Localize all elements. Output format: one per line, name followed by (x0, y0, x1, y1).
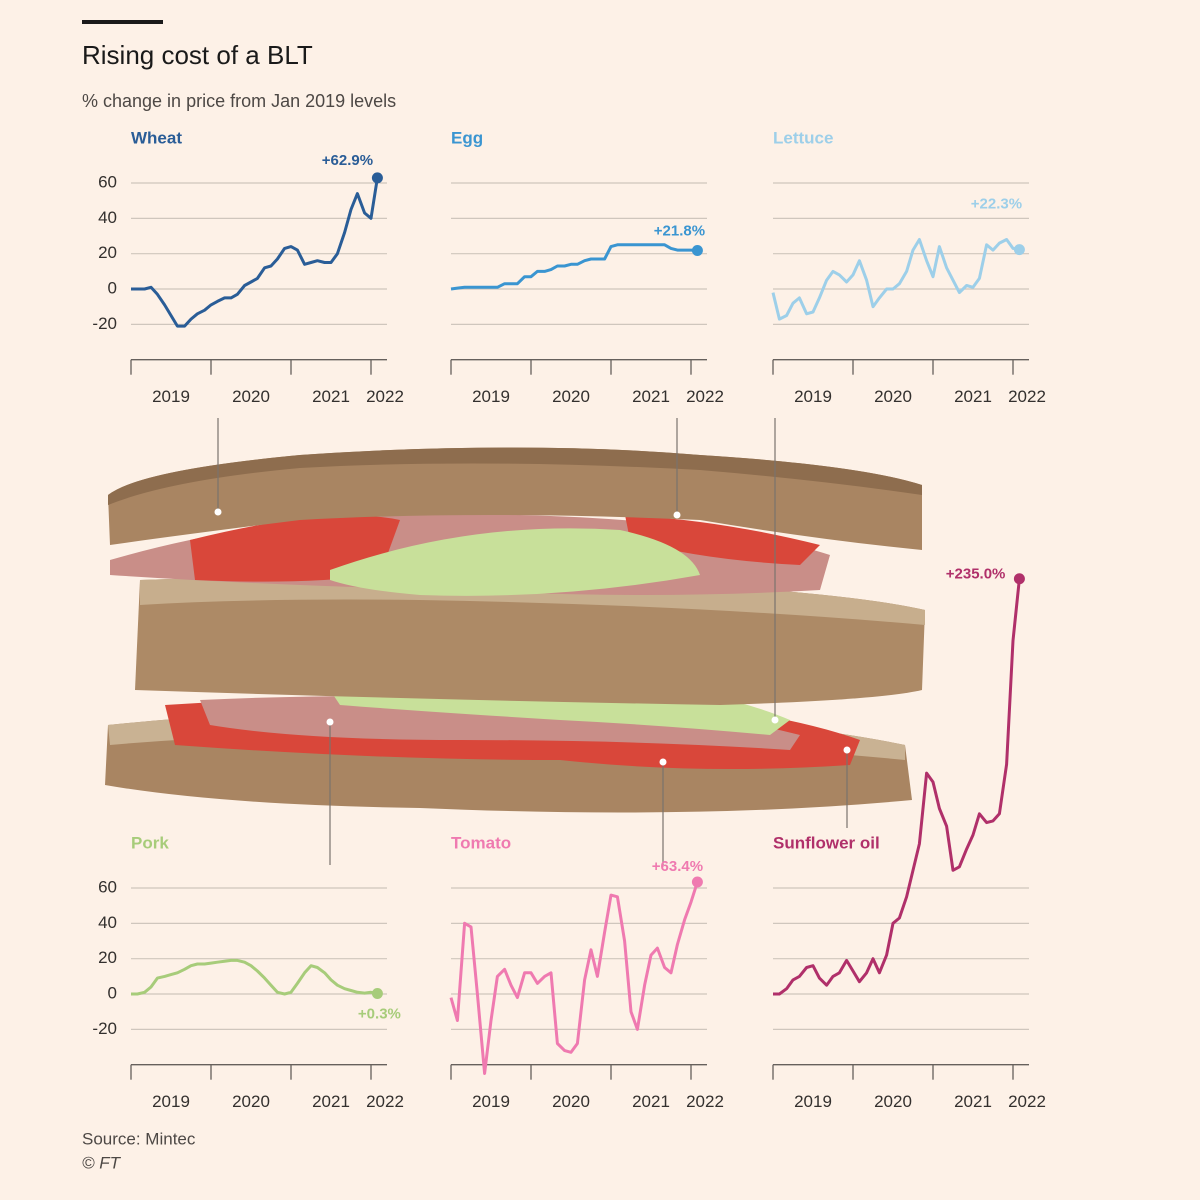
end-point (1013, 244, 1025, 256)
y-tick-label: 40 (98, 208, 117, 227)
x-tick-label: 2020 (552, 1092, 590, 1111)
leader-dot (214, 508, 222, 516)
lettuce-upper (330, 528, 700, 596)
leader-dot (659, 758, 667, 766)
line-series (131, 958, 378, 996)
y-tick-label: 60 (98, 877, 117, 896)
bread-crust (108, 447, 922, 505)
panel-title: Pork (131, 833, 169, 852)
x-tick-label: 2020 (232, 1092, 270, 1111)
panel: Sunflower oil 2019 2020 2021 2022 +235.0% (772, 566, 1046, 1111)
x-tick-label: 2020 (552, 387, 590, 406)
y-tick-label: -20 (92, 314, 117, 333)
panel: Pork 60 40 20 0 -20 2019 2020 2021 2022 +0.3% (92, 833, 403, 1111)
x-tick-label: 2019 (472, 1092, 510, 1111)
leader-dot (771, 716, 779, 724)
panel: Egg 2019 2020 2021 2022 +21.8% (450, 128, 724, 406)
line-series (131, 177, 379, 328)
end-label: +22.3% (971, 196, 1022, 213)
x-tick-label: 2020 (874, 1092, 912, 1111)
x-tick-label: 2019 (794, 1092, 832, 1111)
x-tick-label: 2022 (686, 387, 724, 406)
panel: Lettuce 2019 2020 2021 2022 +22.3% (771, 128, 1046, 406)
panel-title: Wheat (131, 128, 182, 147)
end-label: +63.4% (652, 858, 703, 875)
x-tick-label: 2022 (686, 1092, 724, 1111)
panel: Tomato 2019 2020 2021 2022 +63.4% (449, 833, 724, 1111)
end-point (691, 876, 703, 888)
x-tick-label: 2020 (874, 387, 912, 406)
x-tick-label: 2019 (472, 387, 510, 406)
end-point (691, 244, 703, 256)
panel-title: Egg (451, 128, 483, 147)
line-series (449, 881, 699, 1075)
panel: Wheat 60 40 20 0 -20 2019 2020 2021 2022 +62.9% (92, 128, 403, 406)
leader-lines (214, 418, 851, 865)
top-bar (82, 20, 163, 24)
end-point (1013, 573, 1025, 585)
x-tick-label: 2019 (152, 1092, 190, 1111)
end-label: +0.3% (358, 1005, 401, 1022)
x-tick-label: 2020 (232, 387, 270, 406)
tomato-upper-right (625, 515, 820, 565)
end-label: +21.8% (654, 222, 705, 239)
x-tick-label: 2022 (366, 1092, 404, 1111)
x-tick-label: 2019 (152, 387, 190, 406)
end-label: +235.0% (946, 566, 1006, 583)
line-series (450, 243, 698, 291)
y-tick-label: 0 (108, 279, 117, 298)
panel-title: Tomato (451, 833, 511, 852)
x-tick-label: 2022 (1008, 387, 1046, 406)
x-tick-label: 2022 (1008, 1092, 1046, 1111)
x-tick-label: 2021 (312, 387, 350, 406)
leader-dot (326, 718, 334, 726)
x-tick-label: 2021 (954, 387, 992, 406)
panel-title: Sunflower oil (773, 833, 880, 852)
x-tick-label: 2021 (632, 387, 670, 406)
y-tick-label: 20 (98, 243, 117, 262)
source-note: Source: Mintec (82, 1129, 196, 1148)
bread-top (108, 447, 922, 550)
x-tick-label: 2021 (632, 1092, 670, 1111)
x-tick-label: 2022 (366, 387, 404, 406)
end-point (371, 172, 383, 184)
line-series (773, 578, 1021, 996)
y-tick-label: 40 (98, 913, 117, 932)
chart-subtitle: % change in price from Jan 2019 levels (82, 91, 396, 111)
panel-title: Lettuce (773, 128, 833, 147)
y-tick-label: -20 (92, 1019, 117, 1038)
sandwich-illustration (105, 447, 925, 813)
x-tick-label: 2019 (794, 387, 832, 406)
leader-dot (843, 746, 851, 754)
end-label: +62.9% (322, 152, 373, 169)
leader-dot (673, 511, 681, 519)
y-tick-label: 20 (98, 948, 117, 967)
x-tick-label: 2021 (312, 1092, 350, 1111)
line-series (771, 238, 1020, 321)
credit: © FT (82, 1153, 122, 1172)
y-tick-label: 60 (98, 172, 117, 191)
end-point (371, 987, 383, 999)
x-tick-label: 2021 (954, 1092, 992, 1111)
y-tick-label: 0 (108, 984, 117, 1003)
chart-title: Rising cost of a BLT (82, 40, 313, 70)
